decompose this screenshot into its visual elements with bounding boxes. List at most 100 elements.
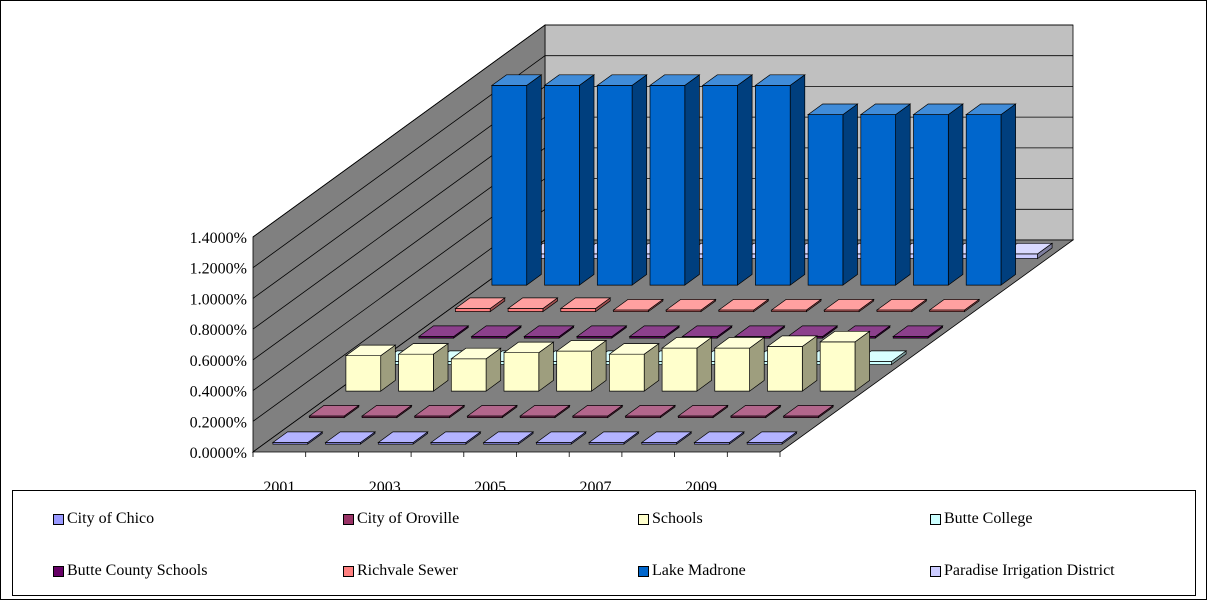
bar xyxy=(693,431,745,445)
bar xyxy=(859,103,912,286)
bar-top-face xyxy=(912,103,964,115)
bar xyxy=(766,335,818,392)
bar xyxy=(717,298,770,313)
x-tick-label: 2003 xyxy=(369,479,401,490)
bar xyxy=(596,74,648,286)
bar xyxy=(823,298,875,313)
x-tick-label: 2007 xyxy=(580,479,612,490)
gridline xyxy=(252,24,1073,238)
bar-top-face xyxy=(466,405,518,417)
bar xyxy=(608,342,660,392)
legend-label: Schools xyxy=(652,510,703,527)
y-tick-label: 0.4000% xyxy=(190,384,247,401)
y-tick-label: 1.0000% xyxy=(190,291,247,308)
bar-top-face xyxy=(766,335,818,347)
bar xyxy=(535,431,587,445)
bar-top-face xyxy=(701,74,754,86)
bar xyxy=(324,431,377,445)
bar-top-face xyxy=(875,299,928,311)
bar-front-face xyxy=(596,85,633,286)
bar-front-face xyxy=(455,308,491,312)
legend-label: City of Chico xyxy=(67,510,155,527)
bar xyxy=(661,336,713,392)
bar-top-face xyxy=(555,340,608,352)
bar-top-face xyxy=(543,74,596,86)
bar-top-face xyxy=(729,405,782,417)
bar xyxy=(746,431,798,445)
legend-item: City of Oroville xyxy=(343,510,459,528)
bar-top-face xyxy=(271,431,324,443)
bar-top-face xyxy=(754,74,806,86)
bar-top-face xyxy=(746,431,798,443)
bar-front-face xyxy=(544,85,580,286)
bar xyxy=(502,341,555,392)
bar-top-face xyxy=(482,431,535,443)
bar xyxy=(624,404,677,419)
bar-top-face xyxy=(417,325,470,337)
bar-front-face xyxy=(819,341,856,392)
bar-top-face xyxy=(892,325,944,337)
bar xyxy=(482,431,535,445)
bar-side-face xyxy=(947,103,964,286)
bar-front-face xyxy=(649,85,686,286)
bar-top-face xyxy=(819,330,871,343)
bar-top-face xyxy=(519,405,571,417)
bar-front-face xyxy=(714,347,750,392)
bar-top-face xyxy=(397,343,450,355)
legend-item: Schools xyxy=(638,510,703,528)
bar-top-face xyxy=(713,337,766,349)
bar xyxy=(770,298,823,313)
bar-top-face xyxy=(502,341,555,354)
x-tick-label: 2009 xyxy=(685,479,717,490)
bar xyxy=(523,325,575,339)
bar-top-face xyxy=(608,343,660,355)
bar xyxy=(677,404,729,419)
bar-top-face xyxy=(429,431,482,443)
bar xyxy=(413,404,466,419)
legend-label: Lake Madrone xyxy=(652,562,746,579)
bar xyxy=(928,298,981,313)
bar-front-face xyxy=(913,114,949,286)
bar xyxy=(754,74,806,286)
legend-label: Butte County Schools xyxy=(67,562,208,579)
bar-top-face xyxy=(734,325,786,337)
bar-top-face xyxy=(523,325,575,337)
bar-front-face xyxy=(556,350,592,392)
bar xyxy=(819,330,871,392)
bar-top-face xyxy=(717,299,770,311)
bar-front-face xyxy=(661,347,698,392)
bar xyxy=(361,404,413,419)
bar-front-face xyxy=(560,308,596,312)
bar-top-face xyxy=(454,297,506,309)
bar xyxy=(507,297,559,313)
chart-floor xyxy=(251,239,1075,453)
bar-top-face xyxy=(308,405,360,417)
legend-swatch xyxy=(343,513,354,525)
y-tick-label: 0.6000% xyxy=(190,353,247,370)
bar-top-face xyxy=(450,347,502,360)
bar-top-face xyxy=(823,299,875,311)
bar-front-face xyxy=(755,85,791,286)
bar-front-face xyxy=(609,353,645,392)
legend-label: Richvale Sewer xyxy=(357,562,458,579)
bar-side-face xyxy=(789,74,806,286)
bar xyxy=(912,103,964,286)
gridline xyxy=(252,55,1073,269)
legend-label: City of Oroville xyxy=(357,510,460,527)
bar-top-face xyxy=(612,299,664,311)
bar xyxy=(450,347,502,392)
bar-top-face xyxy=(628,325,681,337)
bar xyxy=(543,74,596,286)
bar xyxy=(665,298,717,313)
bar-top-face xyxy=(693,431,745,443)
bar xyxy=(807,103,859,286)
bar-side-face xyxy=(684,74,700,286)
bar-top-face xyxy=(665,299,717,311)
legend-item: Butte County Schools xyxy=(53,562,207,580)
legend-swatch xyxy=(930,565,941,577)
bar-front-face xyxy=(767,346,803,392)
legend-swatch xyxy=(53,513,64,525)
bar-top-face xyxy=(640,431,693,443)
bar-top-face xyxy=(571,405,624,417)
bar xyxy=(466,404,518,419)
